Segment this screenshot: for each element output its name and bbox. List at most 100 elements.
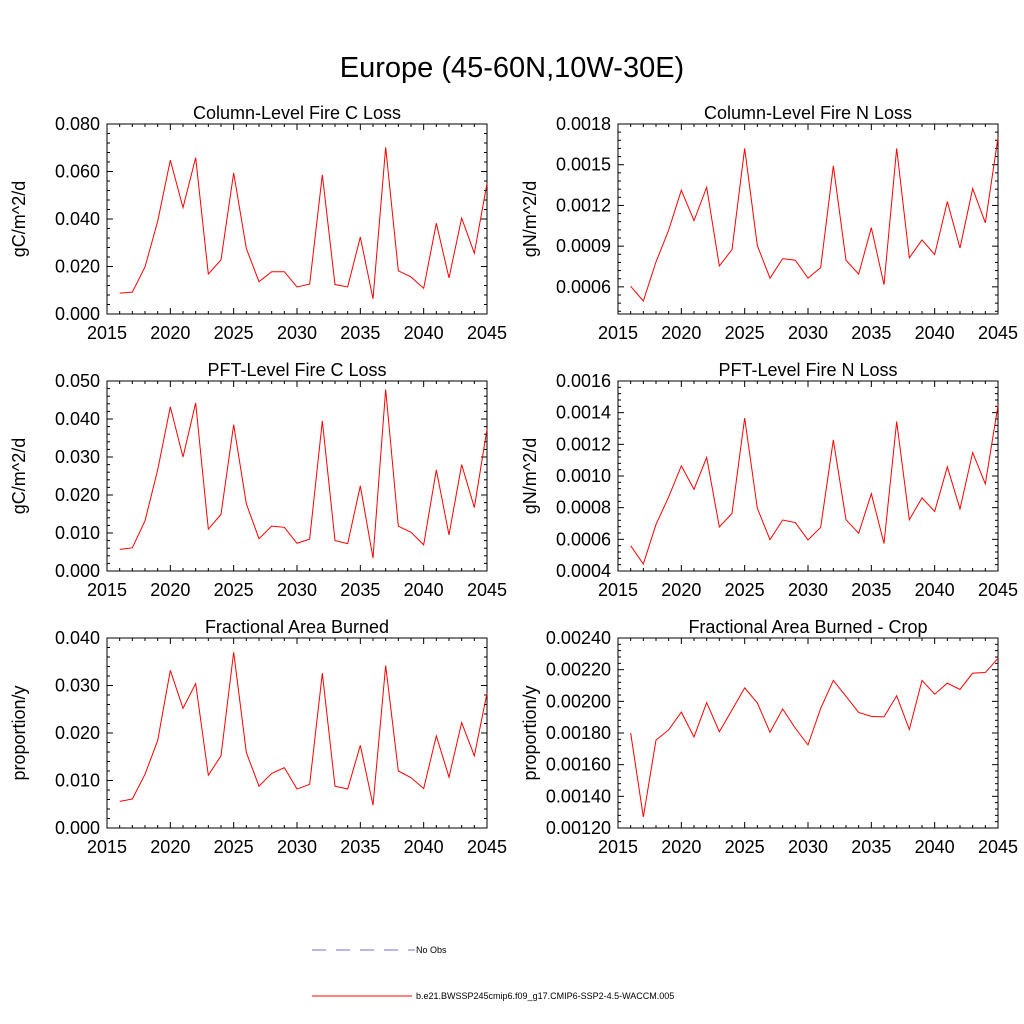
- y-tick-label: 0.060: [55, 162, 100, 182]
- chart-panels: Column-Level Fire C Loss gC/m^2/d 2015 2020…: [9, 103, 1018, 857]
- series-line: [119, 389, 488, 559]
- x-tick-label: 2015: [87, 580, 127, 600]
- y-tick-label: 0.020: [55, 257, 100, 277]
- y-tick-label: 0.000: [55, 304, 100, 324]
- y-tick-label: 0.0016: [556, 371, 611, 391]
- legend: No Obs b.e21.BWSSP245cmip6.f09_g17.CMIP6…: [312, 945, 674, 1001]
- x-tick-label: 2020: [661, 837, 701, 857]
- x-tick-label: 2030: [788, 323, 828, 343]
- x-tick-label: 2035: [851, 837, 891, 857]
- y-tick-label: 0.000: [55, 818, 100, 838]
- y-tick-label: 0.020: [55, 485, 100, 505]
- x-tick-label: 2040: [404, 837, 444, 857]
- x-tick-label: 2015: [87, 323, 127, 343]
- y-tick-label: 0.010: [55, 771, 100, 791]
- y-tick-label: 0.040: [55, 209, 100, 229]
- y-axis-label: gC/m^2/d: [9, 181, 29, 257]
- x-tick-label: 2045: [467, 580, 507, 600]
- x-tick-label: 2035: [851, 323, 891, 343]
- y-tick-label: 0.030: [55, 676, 100, 696]
- x-tick-label: 2025: [725, 837, 765, 857]
- y-axis-label: gC/m^2/d: [9, 438, 29, 514]
- chart-panel: Fractional Area Burned proportion/y 2015 20…: [9, 617, 507, 857]
- x-tick-label: 2040: [404, 580, 444, 600]
- x-tick-label: 2045: [467, 323, 507, 343]
- x-tick-label: 2045: [978, 580, 1018, 600]
- chart-panel: Fractional Area Burned - Crop proportion/…: [520, 617, 1018, 857]
- x-tick-label: 2015: [598, 323, 638, 343]
- y-tick-label: 0.080: [55, 114, 100, 134]
- x-tick-label: 2030: [277, 837, 317, 857]
- x-tick-label: 2040: [404, 323, 444, 343]
- y-tick-label: 0.00240: [546, 628, 611, 648]
- chart-title: PFT-Level Fire C Loss: [207, 360, 386, 380]
- x-tick-label: 2025: [725, 580, 765, 600]
- chart-panel: Column-Level Fire N Loss gN/m^2/d 2015 2020…: [520, 103, 1018, 343]
- y-axis-label: proportion/y: [9, 685, 29, 780]
- x-tick-label: 2030: [788, 837, 828, 857]
- x-tick-label: 2020: [150, 837, 190, 857]
- x-tick-label: 2020: [661, 580, 701, 600]
- series-line: [630, 405, 999, 566]
- y-tick-label: 0.000: [55, 561, 100, 581]
- x-tick-label: 2015: [598, 580, 638, 600]
- y-tick-label: 0.040: [55, 409, 100, 429]
- x-tick-label: 2035: [340, 580, 380, 600]
- x-tick-label: 2025: [214, 323, 254, 343]
- y-tick-label: 0.050: [55, 371, 100, 391]
- y-tick-label: 0.0006: [556, 277, 611, 297]
- series-line: [630, 657, 999, 818]
- x-tick-label: 2020: [150, 580, 190, 600]
- y-tick-label: 0.00120: [546, 818, 611, 838]
- chart-title: Fractional Area Burned - Crop: [688, 617, 927, 637]
- y-axis-label: gN/m^2/d: [520, 438, 540, 514]
- y-tick-label: 0.0012: [556, 434, 611, 454]
- chart-title: Fractional Area Burned: [205, 617, 389, 637]
- y-tick-label: 0.040: [55, 628, 100, 648]
- x-tick-label: 2020: [661, 323, 701, 343]
- x-tick-label: 2045: [978, 323, 1018, 343]
- y-tick-label: 0.00200: [546, 691, 611, 711]
- y-tick-label: 0.00180: [546, 723, 611, 743]
- y-tick-label: 0.0009: [556, 236, 611, 256]
- x-tick-label: 2035: [851, 580, 891, 600]
- y-tick-label: 0.0010: [556, 466, 611, 486]
- chart-title: PFT-Level Fire N Loss: [718, 360, 897, 380]
- y-tick-label: 0.0006: [556, 529, 611, 549]
- x-tick-label: 2030: [277, 580, 317, 600]
- x-tick-label: 2025: [214, 580, 254, 600]
- y-tick-label: 0.0018: [556, 114, 611, 134]
- x-tick-label: 2040: [915, 580, 955, 600]
- x-tick-label: 2030: [277, 323, 317, 343]
- x-tick-label: 2035: [340, 837, 380, 857]
- x-tick-label: 2045: [467, 837, 507, 857]
- x-tick-label: 2025: [214, 837, 254, 857]
- y-tick-label: 0.030: [55, 447, 100, 467]
- x-tick-label: 2045: [978, 837, 1018, 857]
- x-tick-label: 2025: [725, 323, 765, 343]
- series-line: [119, 652, 488, 806]
- y-tick-label: 0.0012: [556, 195, 611, 215]
- page-title: Europe (45-60N,10W-30E): [340, 52, 684, 84]
- x-tick-label: 2015: [598, 837, 638, 857]
- chart-title: Column-Level Fire C Loss: [193, 103, 401, 123]
- chart-title: Column-Level Fire N Loss: [704, 103, 912, 123]
- x-tick-label: 2035: [340, 323, 380, 343]
- chart-panel: PFT-Level Fire C Loss gC/m^2/d 2015 2020 202…: [9, 360, 507, 600]
- series-line: [119, 147, 488, 299]
- x-tick-label: 2020: [150, 323, 190, 343]
- y-tick-label: 0.00220: [546, 660, 611, 680]
- legend-model-label: b.e21.BWSSP245cmip6.f09_g17.CMIP6-SSP2-4…: [416, 991, 674, 1001]
- y-tick-label: 0.00160: [546, 755, 611, 775]
- y-tick-label: 0.0004: [556, 561, 611, 581]
- series-line: [630, 137, 999, 302]
- x-tick-label: 2040: [915, 323, 955, 343]
- x-tick-label: 2040: [915, 837, 955, 857]
- chart-panel: Column-Level Fire C Loss gC/m^2/d 2015 2020…: [9, 103, 507, 343]
- y-tick-label: 0.0014: [556, 403, 611, 423]
- x-tick-label: 2030: [788, 580, 828, 600]
- y-tick-label: 0.0008: [556, 498, 611, 518]
- y-tick-label: 0.010: [55, 523, 100, 543]
